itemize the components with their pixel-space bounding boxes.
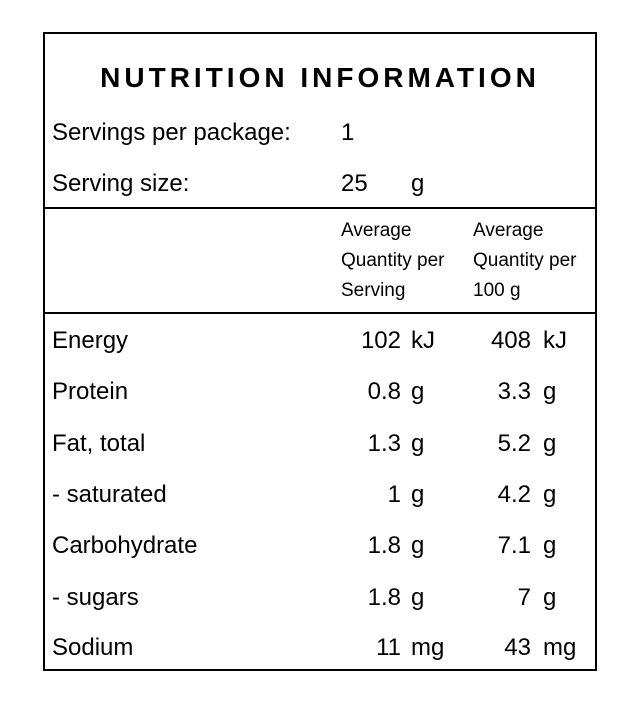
per-serving-unit: g bbox=[411, 584, 425, 611]
per-100g-value: 408 bbox=[490, 327, 531, 354]
column-header-line: Serving bbox=[341, 280, 406, 301]
per-100g-unit: kJ bbox=[543, 327, 567, 354]
per-serving-unit: g bbox=[411, 481, 425, 508]
per-serving-value: 1.8 bbox=[367, 532, 401, 559]
per-serving-unit: g bbox=[411, 430, 425, 457]
header-top-divider bbox=[45, 207, 595, 209]
per-serving-unit: g bbox=[411, 532, 425, 559]
per-serving-value: 1.8 bbox=[367, 584, 401, 611]
per-100g-value: 5.2 bbox=[497, 430, 531, 457]
per-serving-unit: g bbox=[411, 378, 425, 405]
serving-size-label: Serving size: bbox=[52, 170, 190, 197]
column-header-per-100g: Average Quantity per 100 g bbox=[473, 216, 577, 306]
nutrient-name: Energy bbox=[52, 327, 129, 354]
nutrition-panel: NUTRITION INFORMATION Servings per packa… bbox=[43, 32, 597, 671]
per-100g-unit: mg bbox=[543, 634, 577, 661]
per-serving-value: 1 bbox=[387, 481, 401, 508]
per-100g-unit: g bbox=[543, 378, 557, 405]
servings-per-package-value: 1 bbox=[341, 119, 355, 146]
per-serving-unit: kJ bbox=[411, 327, 435, 354]
per-100g-unit: g bbox=[543, 430, 557, 457]
serving-size-value: 25 bbox=[341, 170, 368, 197]
per-100g-value: 7 bbox=[517, 584, 531, 611]
nutrient-name: Sodium bbox=[52, 634, 134, 661]
per-100g-value: 3.3 bbox=[497, 378, 531, 405]
per-100g-value: 4.2 bbox=[497, 481, 531, 508]
table-row: Sodium 11 mg 43 mg bbox=[45, 622, 595, 673]
nutrient-name: Fat, total bbox=[52, 430, 146, 457]
per-serving-value: 11 bbox=[376, 634, 401, 661]
per-100g-value: 43 bbox=[504, 634, 531, 661]
column-header-line: Average bbox=[341, 220, 412, 241]
column-header-per-serving: Average Quantity per Serving bbox=[341, 216, 445, 306]
nutrient-name: Carbohydrate bbox=[52, 532, 198, 559]
per-100g-unit: g bbox=[543, 584, 557, 611]
per-100g-unit: g bbox=[543, 532, 557, 559]
table-row: Energy 102 kJ 408 kJ bbox=[45, 315, 595, 366]
per-serving-value: 102 bbox=[360, 327, 401, 354]
table-row: Carbohydrate 1.8 g 7.1 g bbox=[45, 520, 595, 571]
per-serving-value: 1.3 bbox=[367, 430, 401, 457]
nutrient-name: - saturated bbox=[52, 481, 167, 508]
column-header-line: Average bbox=[473, 220, 544, 241]
column-header-line: 100 g bbox=[473, 280, 521, 301]
table-row: Fat, total 1.3 g 5.2 g bbox=[45, 418, 595, 469]
serving-size-unit: g bbox=[411, 170, 425, 197]
header-bottom-divider bbox=[45, 312, 595, 314]
per-100g-value: 7.1 bbox=[497, 532, 531, 559]
per-serving-value: 0.8 bbox=[367, 378, 401, 405]
servings-per-package-label: Servings per package: bbox=[52, 119, 291, 146]
table-row: - saturated 1 g 4.2 g bbox=[45, 469, 595, 520]
nutrient-name: - sugars bbox=[52, 584, 139, 611]
table-row: Protein 0.8 g 3.3 g bbox=[45, 366, 595, 417]
column-header-line: Quantity per bbox=[341, 250, 445, 271]
per-serving-unit: mg bbox=[411, 634, 445, 661]
per-100g-unit: g bbox=[543, 481, 557, 508]
table-row: - sugars 1.8 g 7 g bbox=[45, 572, 595, 623]
nutrient-name: Protein bbox=[52, 378, 129, 405]
column-header-line: Quantity per bbox=[473, 250, 577, 271]
panel-title: NUTRITION INFORMATION bbox=[100, 62, 540, 93]
